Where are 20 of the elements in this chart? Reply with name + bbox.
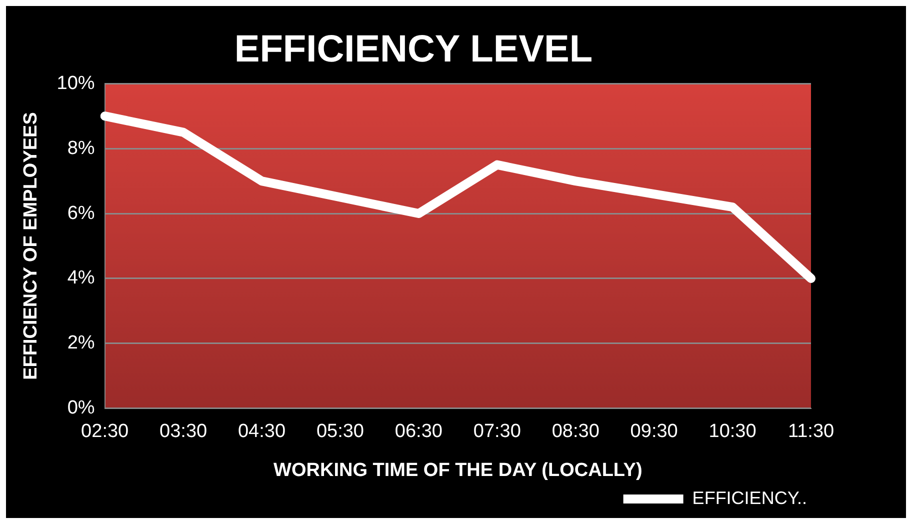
x-tick-label: 09:30 [630,421,678,442]
x-tick-label: 04:30 [238,421,286,442]
y-tick-label: 2% [67,332,95,354]
legend-label: EFFICIENCY.. [692,488,808,508]
x-tick-label: 10:30 [708,421,756,442]
x-tick-label: 05:30 [316,421,364,442]
y-tick-label: 10% [56,72,95,94]
x-tick-label: 07:30 [473,421,521,442]
y-tick-label: 6% [67,202,95,224]
chart-title: EFFICIENCY LEVEL [234,28,593,70]
x-tick-label: 11:30 [788,421,834,442]
x-tick-label: 06:30 [394,421,442,442]
y-tick-label: 8% [67,138,95,159]
y-tick-label: 0% [67,398,95,419]
y-tick-label: 4% [67,268,95,289]
x-axis-title: WORKING TIME OF THE DAY (LOCALLY) [274,460,642,481]
x-tick-label: 08:30 [552,421,600,442]
y-axis-title: EFFICIENCY OF EMPLOYEES [20,112,42,380]
x-tick-label: 02:30 [81,421,129,442]
x-tick-label: 03:30 [160,421,208,442]
